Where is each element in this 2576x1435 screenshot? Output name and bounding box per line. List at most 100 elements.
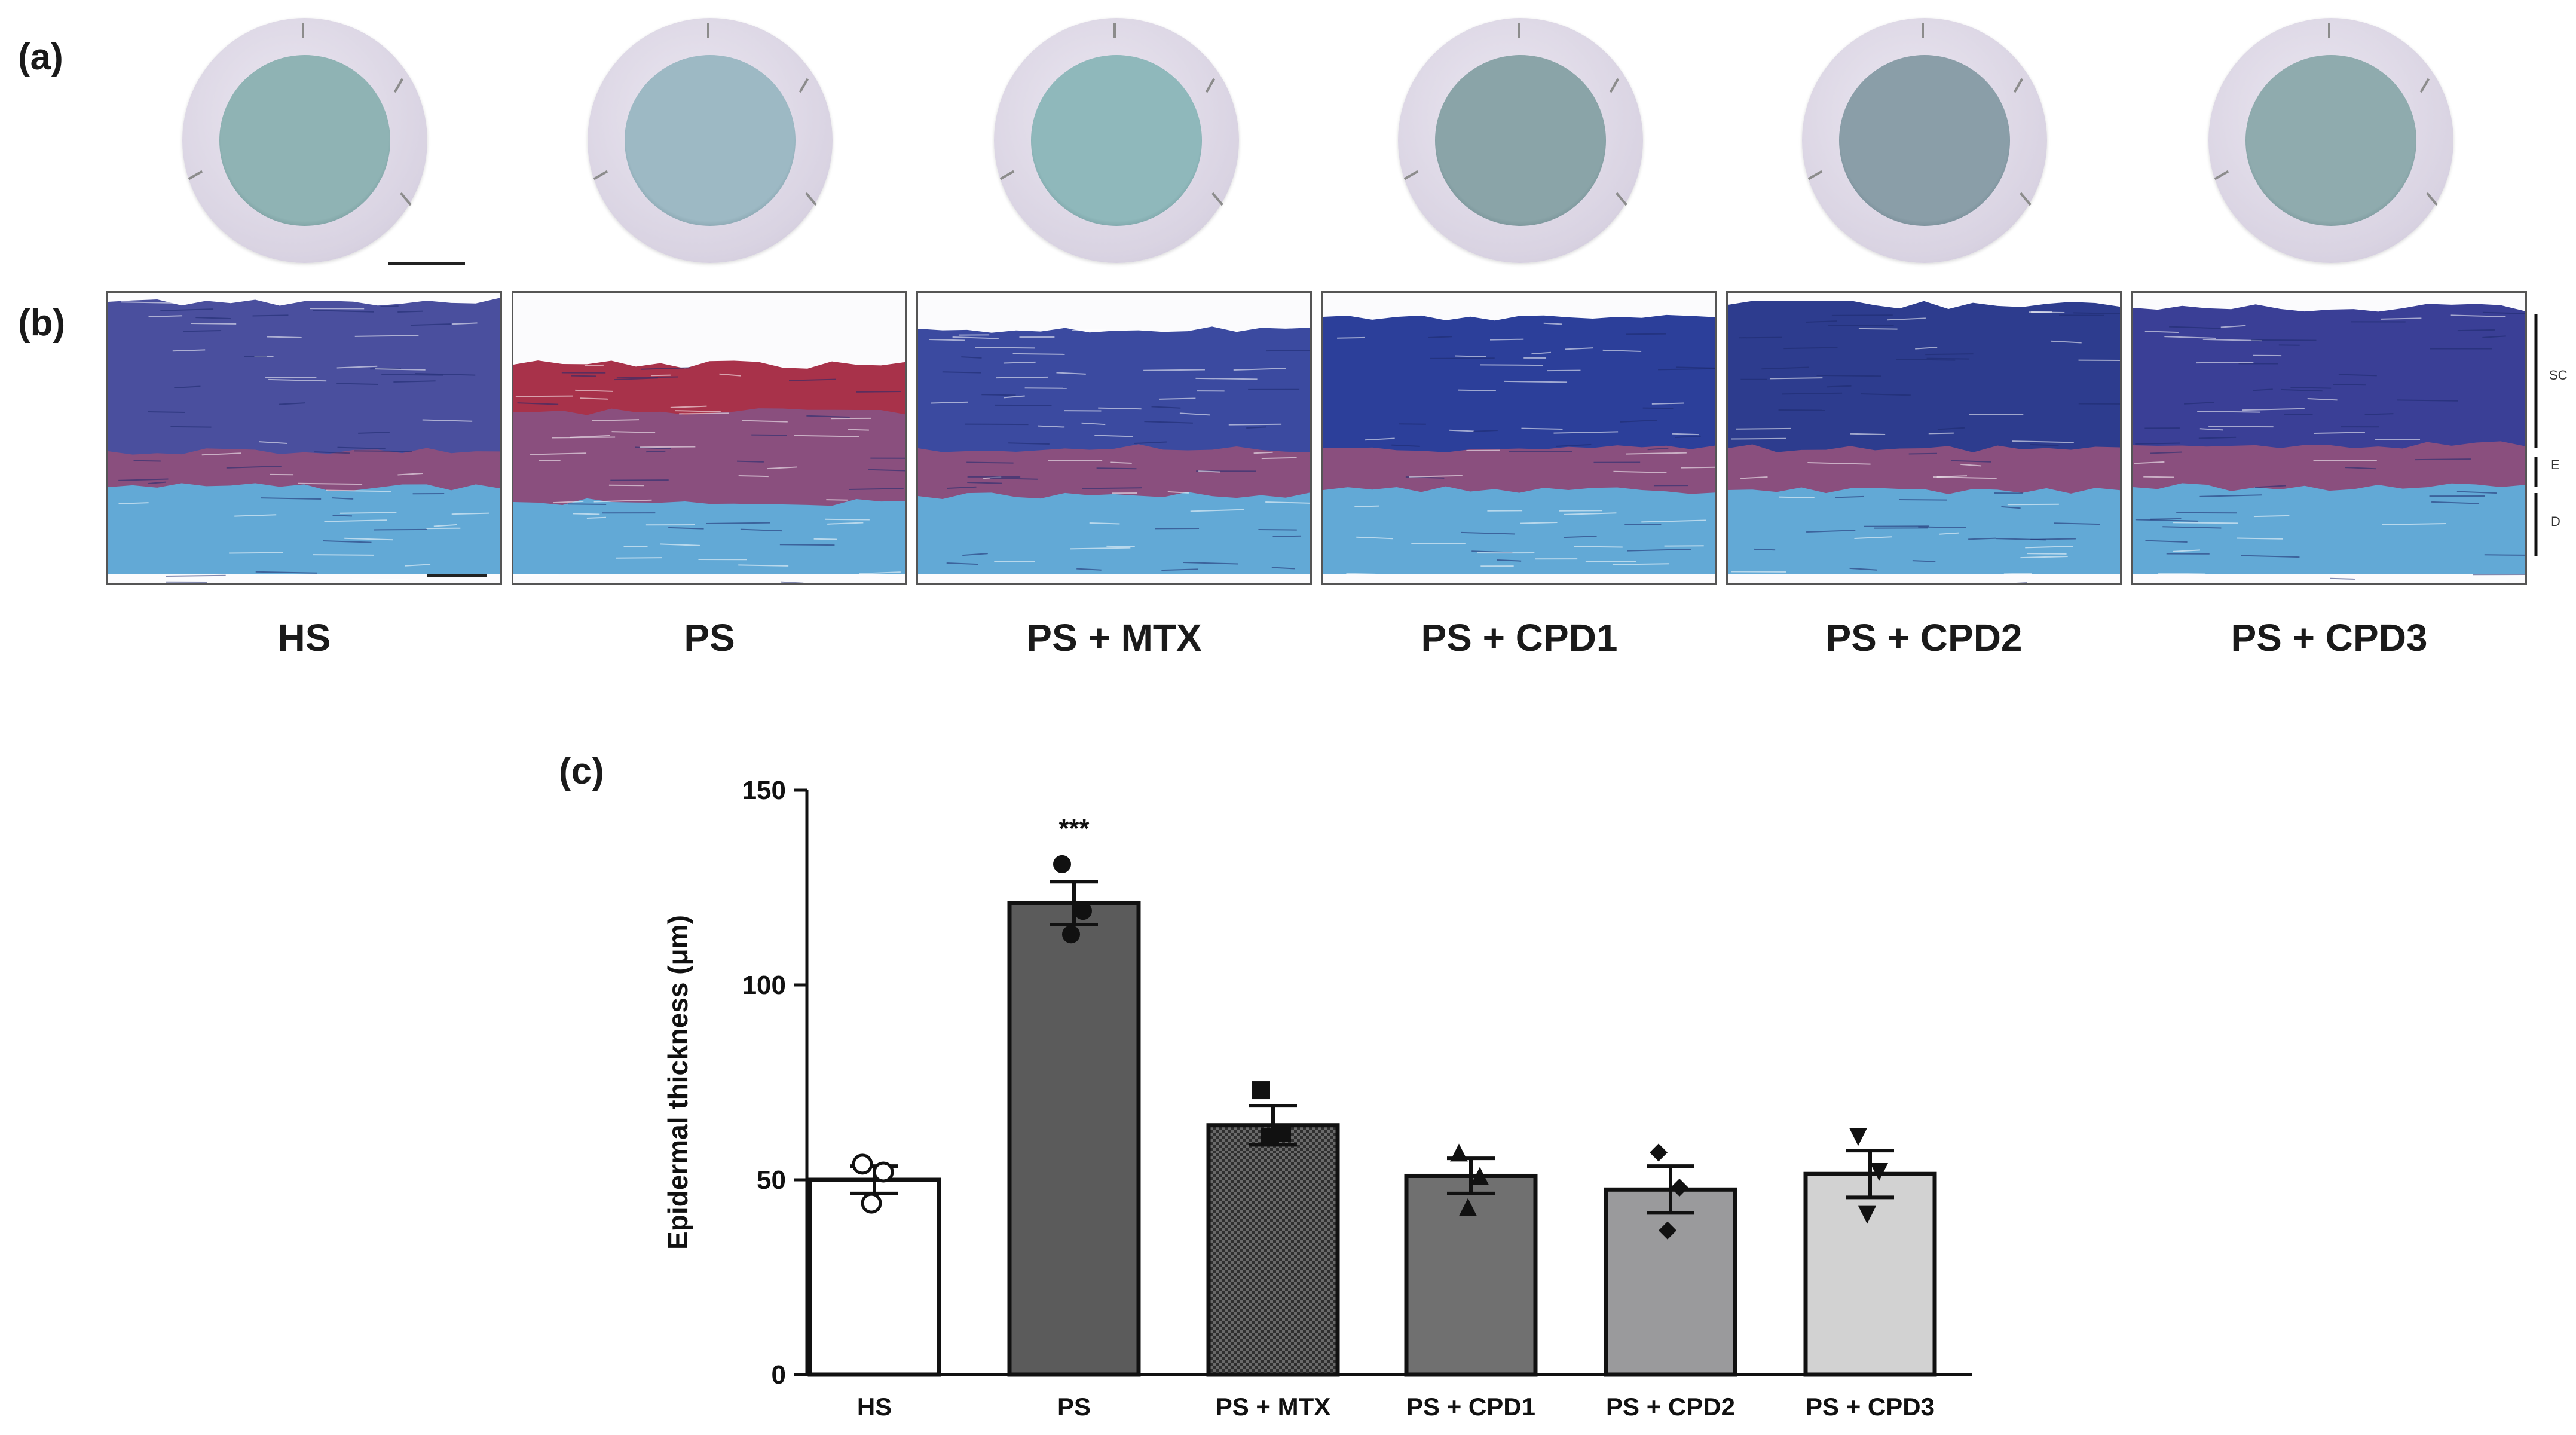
tissue-fiber bbox=[1564, 536, 1597, 538]
tissue-fiber bbox=[118, 478, 169, 481]
tissue-fiber bbox=[788, 378, 836, 381]
tissue-fiber bbox=[1449, 429, 1474, 432]
tissue-fiber bbox=[1489, 338, 1524, 341]
tissue-fiber bbox=[1096, 467, 1137, 470]
y-tick-label: 0 bbox=[772, 1360, 786, 1390]
tissue-fiber bbox=[337, 446, 386, 449]
tissue-fiber bbox=[1081, 422, 1106, 426]
tissue-fiber bbox=[1246, 426, 1266, 429]
tissue-fiber bbox=[575, 389, 613, 392]
epidermis-layer bbox=[1323, 445, 1715, 496]
data-point bbox=[1261, 1128, 1279, 1146]
tissue-fiber bbox=[1271, 567, 1295, 570]
tissue-fiber bbox=[174, 385, 201, 388]
data-point bbox=[1459, 1198, 1477, 1216]
tissue-fiber bbox=[1038, 425, 1065, 428]
tissue-fiber bbox=[1094, 435, 1133, 437]
tissue-fiber bbox=[962, 553, 988, 556]
tissue-fiber bbox=[996, 376, 1048, 379]
tissue-fiber bbox=[259, 441, 287, 445]
dermis-layer bbox=[2133, 483, 2525, 574]
dish-clip bbox=[1922, 23, 1924, 38]
data-point bbox=[1858, 1205, 1876, 1224]
tissue-fiber bbox=[592, 419, 640, 421]
tissue-fiber bbox=[2457, 329, 2495, 332]
tissue-fiber bbox=[931, 401, 968, 404]
tissue-fiber bbox=[825, 518, 870, 521]
tissue-fiber bbox=[2050, 340, 2082, 344]
tissue-fiber bbox=[1144, 421, 1193, 424]
tissue-fiber bbox=[261, 497, 322, 500]
tissue-fiber bbox=[2073, 312, 2120, 314]
tissue-fiber bbox=[2003, 573, 2032, 575]
group-label-1: HS bbox=[277, 616, 331, 659]
tissue-fiber bbox=[641, 367, 691, 370]
dermis-layer bbox=[513, 498, 905, 574]
tissue-fiber bbox=[981, 394, 1016, 396]
tissue-fiber bbox=[928, 338, 965, 341]
tissue-fiber bbox=[1918, 526, 1966, 528]
tissue-fiber bbox=[738, 564, 789, 567]
histology-section-6 bbox=[2131, 291, 2527, 585]
skin-membrane bbox=[1031, 55, 1202, 226]
tissue-fiber bbox=[2145, 540, 2188, 543]
tissue-fiber bbox=[2198, 436, 2237, 439]
tissue-fiber bbox=[2173, 549, 2201, 552]
tissue-fiber bbox=[679, 412, 729, 415]
group-label-5: PS + CPD2 bbox=[1825, 616, 2023, 659]
skin-membrane bbox=[2245, 55, 2416, 226]
tissue-fiber bbox=[1228, 423, 1282, 426]
tissue-fiber bbox=[1658, 368, 1715, 371]
tissue-fiber bbox=[2001, 506, 2021, 509]
tissue-fiber bbox=[1915, 347, 1938, 350]
tissue-fiber bbox=[1106, 545, 1135, 547]
tissue-fiber bbox=[2450, 314, 2506, 317]
tissue-fiber bbox=[121, 301, 180, 304]
tissue-fiber bbox=[646, 450, 666, 453]
tissue-fiber bbox=[1960, 463, 1982, 467]
culture-dish-4 bbox=[1398, 18, 1643, 263]
skin-membrane bbox=[219, 55, 390, 226]
tissue-fiber bbox=[1553, 431, 1619, 434]
data-point bbox=[1053, 855, 1071, 873]
tissue-fiber bbox=[374, 368, 426, 371]
culture-dish-2 bbox=[588, 18, 833, 263]
tissue-fiber bbox=[639, 446, 696, 448]
tissue-fiber bbox=[1849, 567, 1877, 571]
tissue-fiber bbox=[579, 397, 608, 400]
tissue-fiber bbox=[1559, 510, 1603, 512]
tissue-fiber bbox=[868, 469, 905, 472]
data-point bbox=[1870, 1162, 1888, 1181]
tissue-fiber bbox=[1912, 560, 1936, 562]
tissue-fiber bbox=[1272, 535, 1302, 537]
tissue-fiber bbox=[706, 522, 770, 525]
tissue-fiber bbox=[1004, 395, 1025, 399]
tissue-fiber bbox=[1161, 568, 1198, 571]
tissue-fiber bbox=[1778, 409, 1825, 411]
data-point bbox=[1659, 1221, 1676, 1240]
skin-membrane bbox=[1839, 55, 2010, 226]
dish-clip bbox=[2328, 23, 2330, 38]
tissue-fiber bbox=[1008, 442, 1050, 445]
tissue-fiber bbox=[1471, 550, 1513, 553]
tissue-fiber bbox=[324, 519, 387, 522]
tissue-fiber bbox=[332, 515, 353, 517]
tissue-fiber bbox=[2220, 325, 2246, 328]
tissue-fiber bbox=[1509, 451, 1572, 453]
tissue-fiber bbox=[1835, 495, 1864, 498]
tissue-fiber bbox=[1672, 433, 1699, 436]
tissue-fiber bbox=[573, 513, 600, 515]
tissue-fiber bbox=[1779, 496, 1815, 498]
tissue-fiber bbox=[2078, 403, 2120, 405]
tissue-fiber bbox=[1928, 432, 1954, 435]
stratum-corneum-layer bbox=[2133, 304, 2525, 451]
tissue-fiber bbox=[148, 481, 166, 485]
tissue-fiber bbox=[451, 512, 489, 515]
tissue-fiber bbox=[975, 347, 1035, 349]
tissue-fiber bbox=[1070, 547, 1131, 550]
tissue-fiber bbox=[1740, 476, 1768, 479]
tissue-fiber bbox=[946, 562, 978, 565]
culture-dish-3 bbox=[994, 18, 1239, 263]
tissue-fiber bbox=[2173, 522, 2238, 524]
tissue-fiber bbox=[2199, 428, 2223, 431]
